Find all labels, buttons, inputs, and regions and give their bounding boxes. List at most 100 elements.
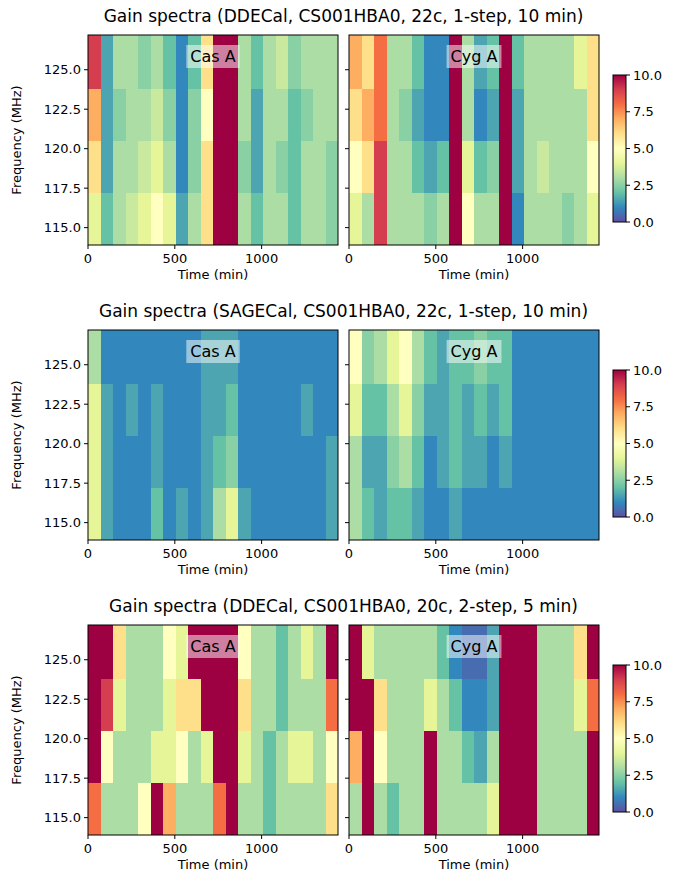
heatmap-cell [88, 731, 101, 784]
heatmap-cell [512, 731, 525, 784]
heatmap-cell [349, 679, 362, 732]
x-tick [435, 835, 436, 839]
heatmap-cell [151, 35, 164, 89]
y-tick [84, 778, 88, 779]
chart-title: Gain spectra (DDECal, CS001HBA0, 22c, 1-… [104, 6, 584, 26]
y-tick-label: 115.0 [44, 810, 81, 825]
x-tick [261, 245, 262, 249]
x-tick [522, 245, 523, 249]
heatmap-cell [326, 89, 339, 142]
heatmap-cell [163, 141, 176, 194]
heatmap-cell [188, 193, 201, 245]
heatmap-cell [362, 384, 375, 437]
heatmap-cell [587, 488, 600, 540]
heatmap-cells [349, 330, 599, 540]
heatmap-cell [251, 35, 264, 89]
heatmap-cell [188, 783, 201, 835]
heatmap-cell [201, 436, 214, 489]
heatmap-cell [176, 679, 189, 732]
heatmap-cell [349, 436, 362, 489]
heatmap-cell [326, 141, 339, 194]
heatmap-cell [537, 384, 550, 437]
heatmap-cell [226, 488, 239, 540]
heatmap-cell [88, 625, 101, 679]
heatmap-cell [562, 193, 575, 245]
heatmap-cell [176, 783, 189, 835]
colorbar-tick [626, 443, 630, 444]
heatmap-cell [387, 89, 400, 142]
heatmap-cell [374, 436, 387, 489]
heatmap-cell [499, 436, 512, 489]
heatmap-cell [537, 193, 550, 245]
heatmap-cell [424, 625, 437, 679]
heatmap-cell [101, 193, 114, 245]
heatmap-cell [537, 625, 550, 679]
heatmap-cell [487, 141, 500, 194]
heatmap-cell [301, 89, 314, 142]
heatmap-cell [188, 384, 201, 437]
heatmap-cell [313, 488, 326, 540]
x-tick-label: 0 [84, 251, 92, 266]
colorbar-tick [626, 75, 630, 76]
heatmap-cell [88, 436, 101, 489]
heatmap-cell [113, 384, 126, 437]
heatmap-cell [574, 783, 587, 835]
x-tick-label: 500 [423, 841, 448, 856]
heatmap-cell [362, 141, 375, 194]
heatmap-cell [88, 783, 101, 835]
heatmap-cell [101, 330, 114, 384]
heatmap-cell [512, 488, 525, 540]
heatmap-cell [101, 488, 114, 540]
heatmap-cell [226, 384, 239, 437]
heatmap-cell [151, 679, 164, 732]
heatmap-cell [437, 193, 450, 245]
colorbar [613, 370, 626, 517]
x-tick-label: 0 [84, 546, 92, 561]
heatmap-cell [138, 488, 151, 540]
x-tick [349, 540, 350, 544]
heatmap-cell [238, 89, 251, 142]
heatmap-cell [562, 436, 575, 489]
heatmap-cell [313, 35, 326, 89]
heatmap-cell [387, 679, 400, 732]
heatmap-cell [88, 679, 101, 732]
x-tick-label: 1000 [245, 841, 278, 856]
colorbar-tick [626, 185, 630, 186]
colorbar-tick [626, 701, 630, 702]
heatmap-cell [176, 384, 189, 437]
heatmap-cell [126, 384, 139, 437]
y-tick-label: 122.5 [44, 692, 81, 707]
heatmap-cell [276, 384, 289, 437]
heatmap-cell [549, 89, 562, 142]
colorbar-tick-label: 10.0 [633, 363, 662, 378]
heatmap-cell [374, 141, 387, 194]
heatmap-cell [537, 330, 550, 384]
heatmap-cell [462, 436, 475, 489]
heatmap-cell [113, 193, 126, 245]
heatmap-cell [574, 330, 587, 384]
heatmap-cell [362, 436, 375, 489]
x-axis-title: Time (min) [438, 857, 510, 872]
heatmap-cell [151, 783, 164, 835]
heatmap-cell [126, 625, 139, 679]
heatmap-cell [512, 625, 525, 679]
panel-label: Cas A [190, 342, 235, 361]
heatmap-cell [238, 436, 251, 489]
y-axis-title: Frequency (MHz) [9, 675, 24, 784]
y-tick [84, 364, 88, 365]
heatmap-cell [412, 330, 425, 384]
heatmap-cell [349, 783, 362, 835]
y-tick-label: 115.0 [44, 220, 81, 235]
heatmap-cell [587, 35, 600, 89]
heatmap-cell [424, 141, 437, 194]
heatmap-cell [512, 679, 525, 732]
heatmap-cell [549, 488, 562, 540]
heatmap-cell [301, 384, 314, 437]
heatmap-cell [151, 193, 164, 245]
x-tick [88, 835, 89, 839]
heatmap-cell [101, 731, 114, 784]
plot-frame [88, 35, 338, 245]
heatmap-cell [424, 89, 437, 142]
heatmap-cell [424, 436, 437, 489]
heatmap-cell [176, 89, 189, 142]
